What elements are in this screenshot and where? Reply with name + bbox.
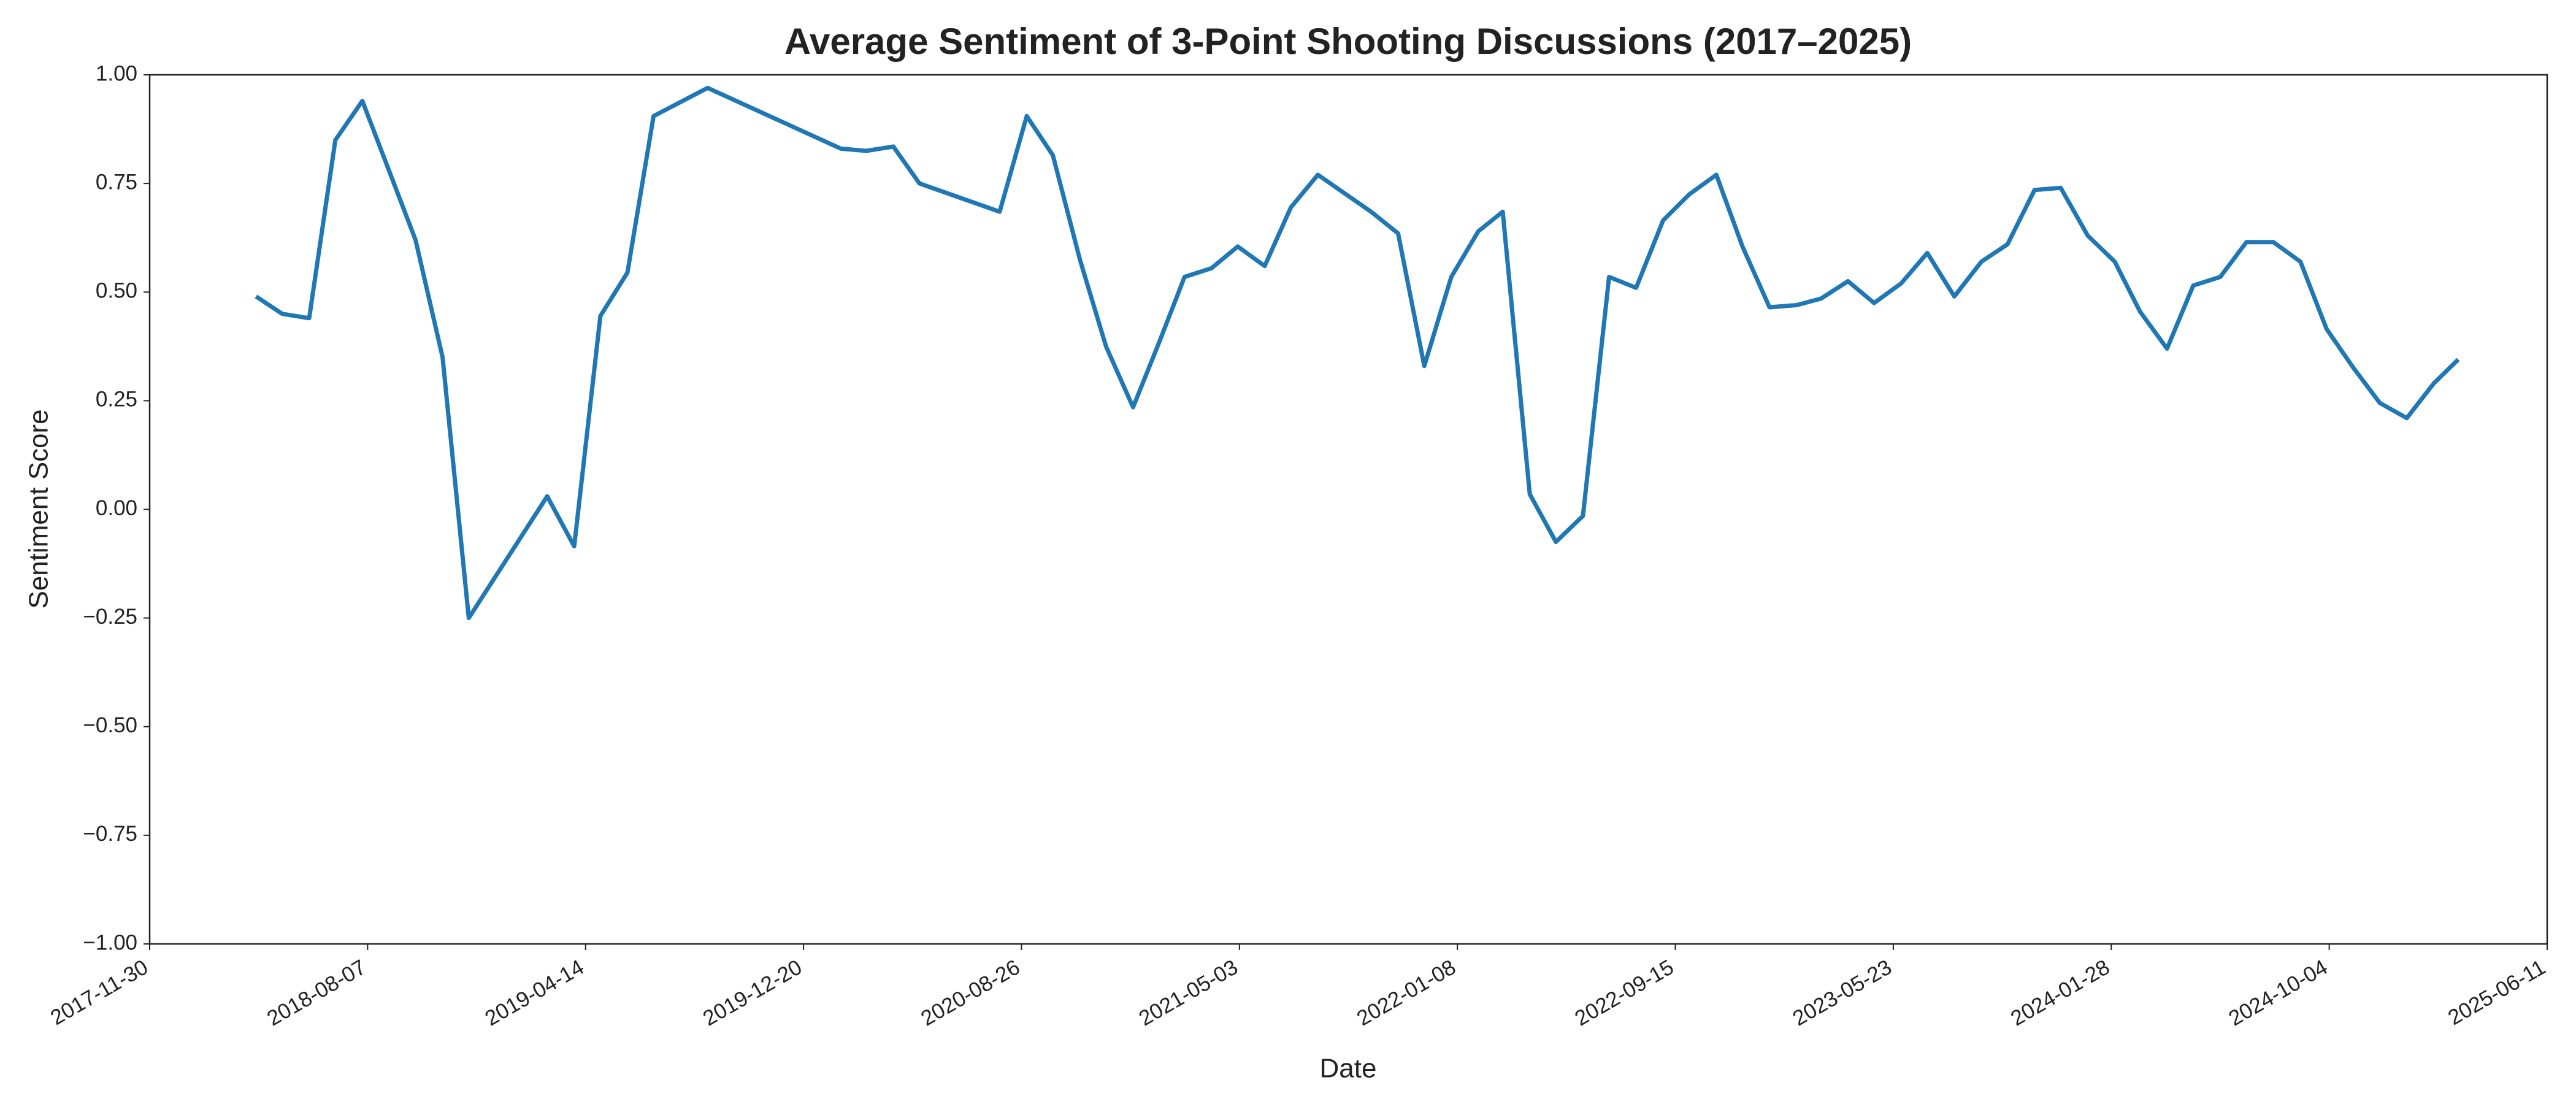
y-tick-label: −0.75	[83, 822, 137, 846]
y-tick-label: −0.50	[83, 713, 137, 737]
y-tick-label: −1.00	[83, 930, 137, 954]
x-axis-label: Date	[1320, 1054, 1377, 1084]
y-tick-label: −0.25	[83, 605, 137, 629]
y-tick-label: 0.25	[96, 388, 137, 412]
plot-frame	[148, 74, 2548, 945]
data-line	[255, 85, 2460, 621]
y-tick-label: 1.00	[96, 61, 137, 85]
chart-title: Average Sentiment of 3-Point Shooting Di…	[784, 21, 1912, 62]
y-axis-label: Sentiment Score	[24, 409, 54, 608]
y-tick-label: 0.50	[96, 279, 137, 303]
y-tick-label: 0.75	[96, 170, 137, 194]
y-tick-label: 0.00	[96, 496, 137, 520]
